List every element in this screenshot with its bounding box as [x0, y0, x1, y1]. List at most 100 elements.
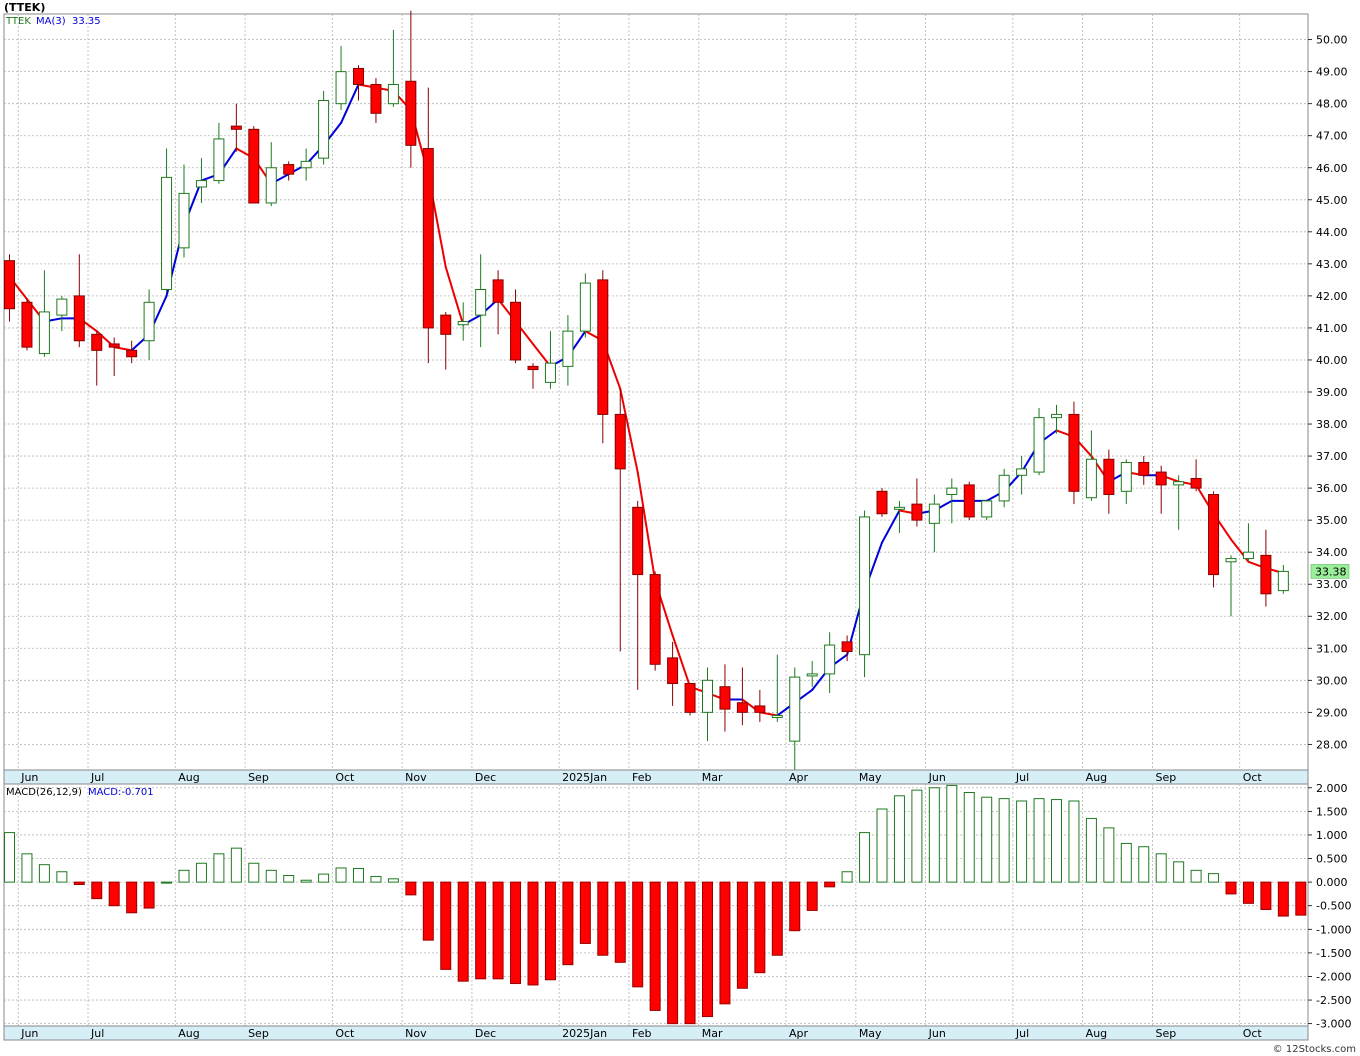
price-y-tick-label: 33.00: [1316, 578, 1348, 591]
candle: [91, 331, 103, 386]
macd-y-tick-label: 0.000: [1316, 876, 1348, 889]
macd-x-tick-label: May: [859, 1027, 882, 1040]
macd-bar: [562, 881, 574, 966]
candle: [195, 158, 207, 203]
candle-body: [736, 702, 748, 713]
macd-bar: [893, 795, 905, 883]
price-y-tick-label: 45.00: [1316, 194, 1348, 207]
macd-bar: [859, 832, 871, 883]
candle-body: [300, 160, 312, 169]
candle-body: [457, 321, 469, 326]
macd-bar: [195, 862, 207, 883]
macd-bar: [1277, 881, 1289, 917]
macd-bar: [754, 881, 766, 974]
macd-bar: [318, 873, 330, 883]
candle-body: [283, 164, 295, 175]
candle: [1033, 408, 1045, 476]
ma3-segment: [113, 346, 133, 352]
candle-body: [195, 180, 207, 188]
price-x-tick-label: Aug: [178, 771, 199, 784]
candle: [405, 10, 417, 168]
last-price-box: [1310, 564, 1350, 579]
macd-x-axis-band: [3, 1025, 1309, 1041]
price-y-tick-label: 31.00: [1316, 642, 1348, 655]
ma3-segment: [671, 634, 692, 688]
price-x-tick-label: May: [859, 771, 882, 784]
candle-body: [1051, 413, 1062, 419]
macd-legend-label: MACD(26,12,9): [6, 787, 82, 798]
macd-bar: [1208, 873, 1220, 883]
price-x-tick-label: Aug: [1086, 771, 1107, 784]
macd-bar: [998, 798, 1010, 883]
price-y-tick-label: 44.00: [1316, 226, 1348, 239]
macd-bar: [248, 862, 260, 883]
candle: [300, 148, 312, 181]
price-y-tick-label: 50.00: [1316, 34, 1348, 47]
candle: [4, 254, 15, 322]
candle-body: [440, 314, 452, 335]
macd-x-tick-label: Jul: [1015, 1027, 1029, 1040]
candle-body: [527, 365, 539, 371]
ma3-segment: [340, 83, 360, 124]
price-y-tick-label: 42.00: [1316, 290, 1348, 303]
macd-bar: [597, 881, 609, 956]
macd-bar: [841, 871, 853, 883]
candle-body: [1155, 471, 1167, 486]
macd-bar: [911, 789, 923, 883]
candle: [579, 273, 591, 338]
candle: [824, 632, 836, 694]
macd-bar: [510, 881, 522, 985]
macd-bar: [457, 881, 469, 982]
price-y-tick-label: 46.00: [1316, 162, 1348, 175]
candle: [876, 488, 888, 517]
macd-x-tick-label: Jun: [928, 1027, 946, 1040]
macd-bar: [824, 881, 836, 888]
macd-bar: [771, 881, 783, 956]
price-y-tick-label: 35.00: [1316, 514, 1348, 527]
candle-body: [667, 657, 679, 685]
candle: [1260, 529, 1272, 607]
macd-x-tick-label: Sep: [1155, 1027, 1176, 1040]
candle-body: [21, 301, 33, 348]
candle: [38, 270, 50, 357]
candle-body: [1242, 551, 1254, 560]
candle-body: [178, 192, 190, 249]
macd-bar: [1225, 881, 1237, 895]
macd-bar: [806, 881, 818, 911]
candle: [248, 126, 260, 204]
candle: [457, 302, 469, 341]
candle-body: [422, 148, 434, 329]
candle: [597, 270, 609, 444]
candle: [859, 510, 871, 678]
candle: [754, 689, 766, 722]
price-x-tick-label: Mar: [702, 771, 723, 784]
macd-bar: [230, 847, 242, 883]
macd-bar: [1033, 798, 1045, 883]
macd-x-tick-label: Dec: [475, 1027, 496, 1040]
macd-bar: [736, 881, 748, 989]
macd-bar: [178, 869, 190, 883]
macd-y-tick-label: 1.500: [1316, 805, 1348, 818]
last-price-label: 33.38: [1315, 565, 1347, 578]
candle-body: [318, 99, 330, 159]
price-y-tick-label: 47.00: [1316, 130, 1348, 143]
macd-bar: [632, 881, 644, 988]
macd-bar: [702, 881, 713, 1018]
candle: [108, 337, 120, 376]
candle-body: [981, 500, 993, 518]
macd-bar: [440, 881, 452, 970]
macd-bar: [1295, 881, 1307, 916]
macd-x-tick-label: Apr: [789, 1027, 809, 1040]
candle-body: [108, 343, 120, 348]
candle: [56, 295, 68, 332]
macd-y-tick-label: -1.000: [1316, 923, 1351, 936]
candle-body: [1260, 554, 1272, 595]
candle-body: [56, 298, 68, 316]
price-x-tick-label: 2025Jan: [562, 771, 607, 784]
candle-body: [946, 487, 958, 496]
macd-bar: [1173, 861, 1185, 883]
candle: [126, 340, 138, 364]
candle-body: [1225, 558, 1237, 563]
candle: [318, 90, 330, 165]
candle-body: [91, 333, 103, 351]
